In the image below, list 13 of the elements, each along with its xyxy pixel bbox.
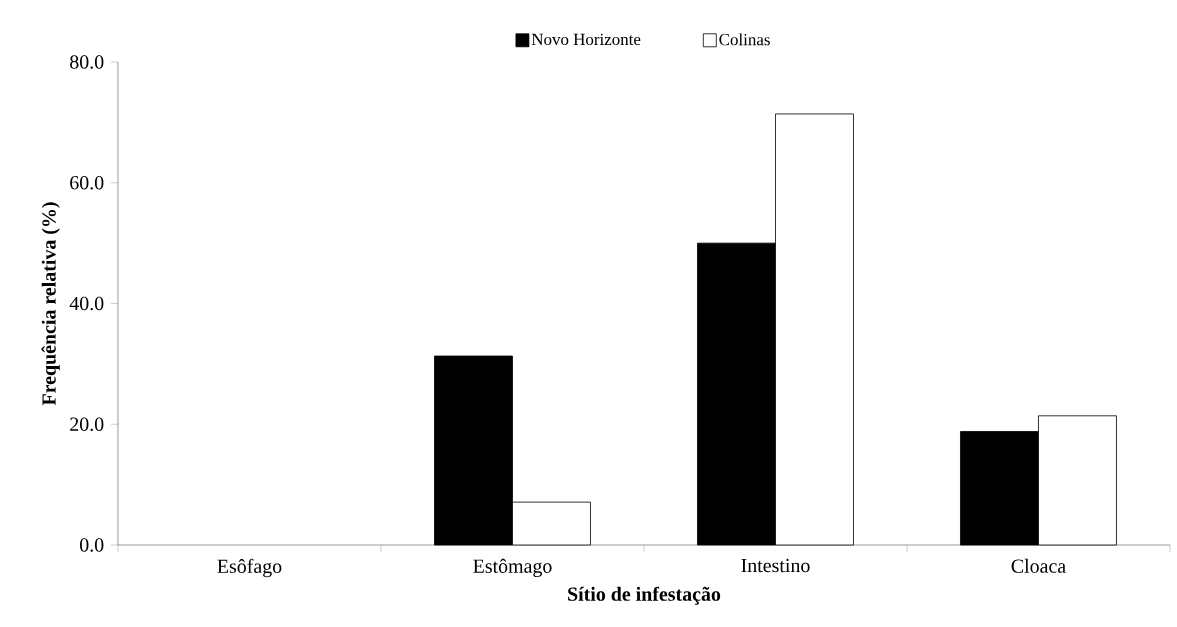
x-tick-label: Esôfago bbox=[217, 558, 282, 578]
y-tick-label: 40.0 bbox=[69, 296, 104, 311]
legend-label: Colinas bbox=[719, 33, 770, 46]
x-tick-label: Cloaca bbox=[1011, 558, 1066, 573]
legend-label: Novo Horizonte bbox=[531, 33, 641, 46]
x-axis-title: Sítio de infestação bbox=[568, 586, 721, 605]
y-tick-label: 80.0 bbox=[70, 55, 104, 69]
x-tick-label: Estômago bbox=[473, 558, 552, 577]
y-axis-title: Frequência relativa (%) bbox=[41, 202, 60, 406]
x-tick-label: Intestino bbox=[741, 558, 810, 573]
y-tick-label: 20.0 bbox=[70, 417, 104, 432]
y-tick-label: 0.0 bbox=[80, 538, 104, 552]
y-tick-label: 60.0 bbox=[70, 175, 104, 190]
